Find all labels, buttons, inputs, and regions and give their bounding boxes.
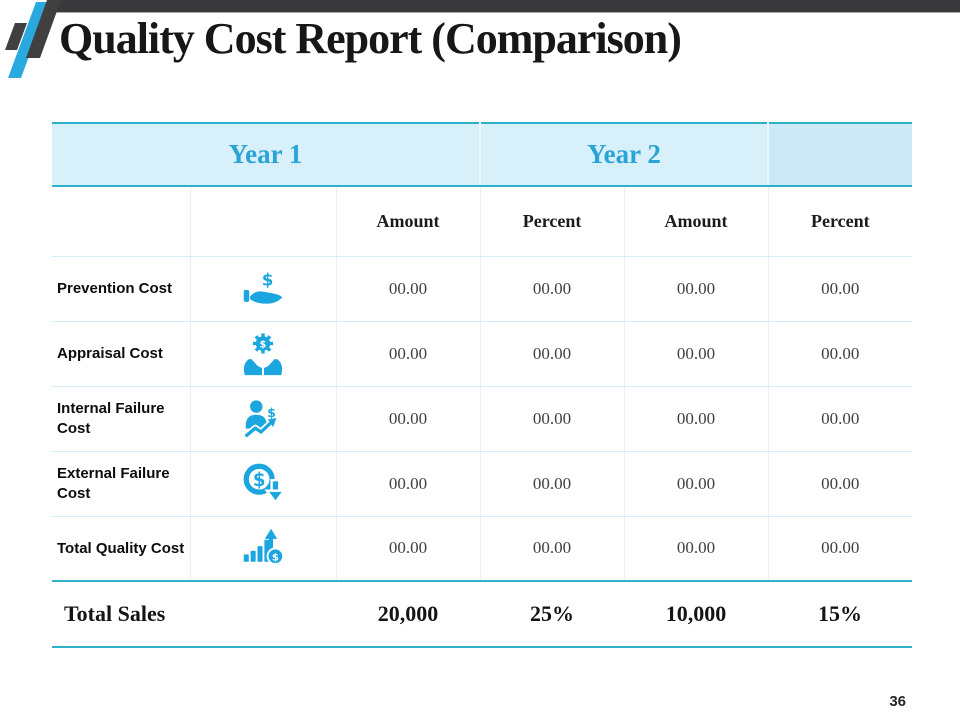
cell-value: 00.00 — [768, 386, 913, 452]
table-row-appraisal-cost: Appraisal Cost $ — [52, 321, 913, 387]
cell-value: 00.00 — [768, 321, 913, 387]
page-title: Quality Cost Report (Comparison) — [59, 14, 682, 63]
person-dollar-chart-icon: $ — [243, 399, 277, 439]
svg-text:$: $ — [262, 270, 273, 289]
row-label: Appraisal Cost — [52, 321, 191, 387]
row-label: Prevention Cost — [52, 256, 191, 322]
column-header — [190, 186, 337, 257]
cell-value: 00.00 — [336, 256, 481, 322]
cell-value: 00.00 — [768, 516, 913, 582]
cell-value: 00.00 — [336, 516, 481, 582]
svg-text:$: $ — [267, 405, 276, 420]
cell-value: 00.00 — [624, 256, 769, 322]
table-row-external-failure-cost: External Failure Cost $ 00.00 00.00 00.0… — [52, 451, 913, 517]
cell-value: 00.00 — [480, 256, 625, 322]
cell-value: 00.00 — [768, 451, 913, 517]
total-sales-percent-y2: 15% — [768, 580, 913, 648]
quality-cost-table: Year 1 Year 2 Amount Percent Amount Perc… — [52, 122, 913, 648]
year-header-empty — [768, 122, 913, 187]
cell-value: 00.00 — [624, 321, 769, 387]
column-header-amount-y1: Amount — [336, 186, 481, 257]
cell-value: 00.00 — [336, 451, 481, 517]
logo-slashes-icon — [5, 0, 61, 78]
cell-value: 00.00 — [624, 451, 769, 517]
table-row-prevention-cost: Prevention Cost $ 00.00 00.00 00.00 00.0… — [52, 256, 913, 322]
svg-text:$: $ — [253, 469, 266, 490]
row-label: Internal Failure Cost — [52, 386, 191, 452]
cell-value: 00.00 — [624, 386, 769, 452]
column-header-amount-y2: Amount — [624, 186, 769, 257]
hand-dollar-icon: $ — [243, 270, 283, 304]
row-label: Total Quality Cost — [52, 516, 191, 582]
total-sales-label: Total Sales — [52, 580, 190, 648]
top-bar — [52, 0, 960, 13]
dollar-coin-down-arrow-icon: $ — [243, 463, 286, 504]
bar-chart-up-dollar-icon: $ — [243, 529, 285, 566]
column-header — [52, 186, 191, 257]
hands-gear-dollar-icon: $ — [243, 332, 283, 375]
svg-text:$: $ — [260, 339, 267, 350]
cell-value: 00.00 — [768, 256, 913, 322]
total-sales-amount-y2: 10,000 — [624, 580, 769, 648]
year1-header: Year 1 — [52, 122, 482, 187]
svg-text:$: $ — [272, 553, 279, 564]
cell-value: 00.00 — [624, 516, 769, 582]
column-header-percent-y1: Percent — [480, 186, 625, 257]
cell-value: 00.00 — [480, 321, 625, 387]
cell-value: 00.00 — [336, 321, 481, 387]
total-sales-amount-y1: 20,000 — [336, 580, 481, 648]
year-header-row: Year 1 Year 2 — [52, 122, 913, 187]
cell-value: 00.00 — [480, 386, 625, 452]
cell-value: 00.00 — [480, 451, 625, 517]
cell-value: 00.00 — [480, 516, 625, 582]
column-header-percent-y2: Percent — [768, 186, 913, 257]
row-label: External Failure Cost — [52, 451, 191, 517]
column-header-row: Amount Percent Amount Percent — [52, 186, 913, 257]
page-number: 36 — [889, 693, 906, 710]
cell-value: 00.00 — [336, 386, 481, 452]
total-sales-row: Total Sales 20,000 25% 10,000 15% — [52, 580, 913, 648]
total-sales-empty-cell — [190, 580, 336, 648]
table-row-internal-failure-cost: Internal Failure Cost $ 00.00 00.00 00.0… — [52, 386, 913, 452]
table-row-total-quality-cost: Total Quality Cost $ 00.00 00.00 — [52, 516, 913, 582]
year2-header: Year 2 — [480, 122, 770, 187]
total-sales-percent-y1: 25% — [480, 580, 625, 648]
